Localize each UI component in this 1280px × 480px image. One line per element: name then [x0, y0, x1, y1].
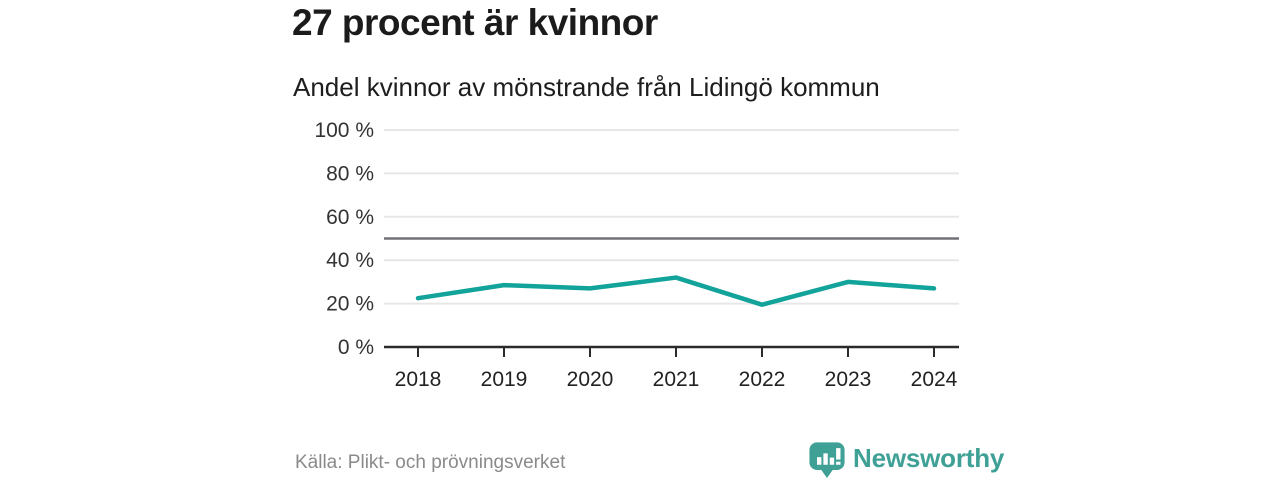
x-axis-tick-label: 2020 [567, 368, 614, 391]
chart-subtitle: Andel kvinnor av mönstrande från Lidingö… [293, 72, 880, 102]
x-axis-tick-label: 2018 [395, 368, 442, 391]
x-axis-tick-label: 2019 [481, 368, 528, 391]
y-axis-tick-label: 20 % [326, 293, 374, 316]
y-axis-tick-label: 100 % [314, 119, 374, 142]
y-axis-tick-label: 60 % [326, 206, 374, 229]
mini-bar-chart-glyph [817, 448, 841, 465]
page-title: 27 procent är kvinnor [292, 2, 658, 43]
newsworthy-logo: Newsworthy [808, 441, 1004, 479]
y-axis-tick-label: 80 % [326, 162, 374, 185]
x-axis-tick-label: 2021 [653, 368, 700, 391]
x-axis-tick-label: 2024 [911, 368, 958, 391]
data-line [415, 275, 937, 307]
speech-bubble-bar-chart-icon [809, 442, 845, 479]
source-text: Källa: Plikt- och prövningsverket [295, 452, 566, 473]
x-axis-tick-label: 2022 [739, 368, 786, 391]
y-axis-tick-label: 40 % [326, 249, 374, 272]
brand-name: Newsworthy [853, 443, 1005, 473]
x-axis-tick-label: 2023 [825, 368, 872, 391]
y-axis-tick-label: 0 % [338, 336, 374, 359]
